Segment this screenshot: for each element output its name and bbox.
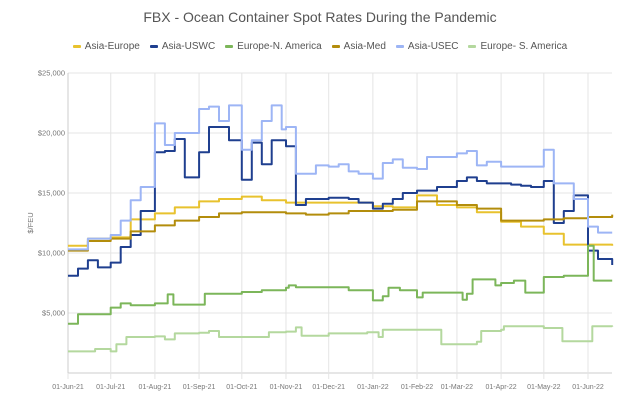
x-tick-label: 01-Aug-21 (139, 384, 172, 391)
legend-swatch (72, 45, 81, 48)
legend-swatch (331, 45, 340, 48)
x-tick-label: 01-Jun-21 (52, 384, 84, 391)
x-tick-label: 01-Jan-22 (357, 384, 389, 391)
x-tick-label: 01-Sep-21 (183, 384, 216, 391)
legend-label: Europe-N. America (237, 41, 322, 52)
legend-item[interactable]: Asia-Europe (72, 41, 140, 52)
series-line-europe-s-america (68, 325, 614, 353)
legend-label: Asia-USWC (161, 41, 216, 52)
x-tick-label: 01-Apr-22 (486, 384, 517, 391)
legend: Asia-Europe Asia-USWC Europe-N. America Asi… (0, 41, 640, 52)
y-axis-title: $/FEU (26, 212, 35, 233)
series-line-europe-n-america (68, 244, 613, 325)
legend-label: Asia-Med (343, 41, 386, 52)
legend-swatch (468, 45, 477, 48)
legend-swatch (149, 45, 158, 48)
x-tick-label: 01-Nov-21 (270, 384, 303, 391)
x-tick-label: 01-Jun-22 (572, 384, 604, 391)
series-line-asia-europe (68, 194, 614, 247)
y-tick-label: $5,000 (42, 309, 65, 318)
x-tick-label: 01-Oct-21 (226, 384, 257, 391)
series-line-asia-usec (68, 104, 613, 251)
legend-swatch (225, 45, 234, 48)
y-tick-label: $25,000 (38, 69, 65, 78)
series-line-asia-med (68, 200, 614, 252)
y-tick-label: $20,000 (38, 129, 65, 138)
legend-label: Europe- S. America (480, 41, 568, 52)
legend-label: Asia-USEC (407, 41, 459, 52)
legend-item[interactable]: Asia-USEC (395, 41, 459, 52)
x-tick-label: 01-Jul-21 (96, 384, 125, 391)
legend-item[interactable]: Asia-Med (331, 41, 386, 52)
legend-swatch (395, 45, 404, 48)
x-tick-label: 01-Mar-22 (441, 384, 473, 391)
legend-item[interactable]: Europe- S. America (468, 41, 567, 52)
x-tick-label: 01-Feb-22 (401, 384, 433, 391)
legend-item[interactable]: Europe-N. America (225, 41, 322, 52)
x-tick-label: 01-Dec-21 (312, 384, 345, 391)
y-tick-label: $15,000 (38, 189, 65, 198)
legend-item[interactable]: Asia-USWC (149, 41, 216, 52)
x-tick-label: 01-May-22 (527, 384, 561, 391)
legend-label: Asia-Europe (84, 41, 140, 52)
y-tick-label: $10,000 (38, 249, 65, 258)
chart-title: FBX - Ocean Container Spot Rates During … (143, 9, 497, 25)
